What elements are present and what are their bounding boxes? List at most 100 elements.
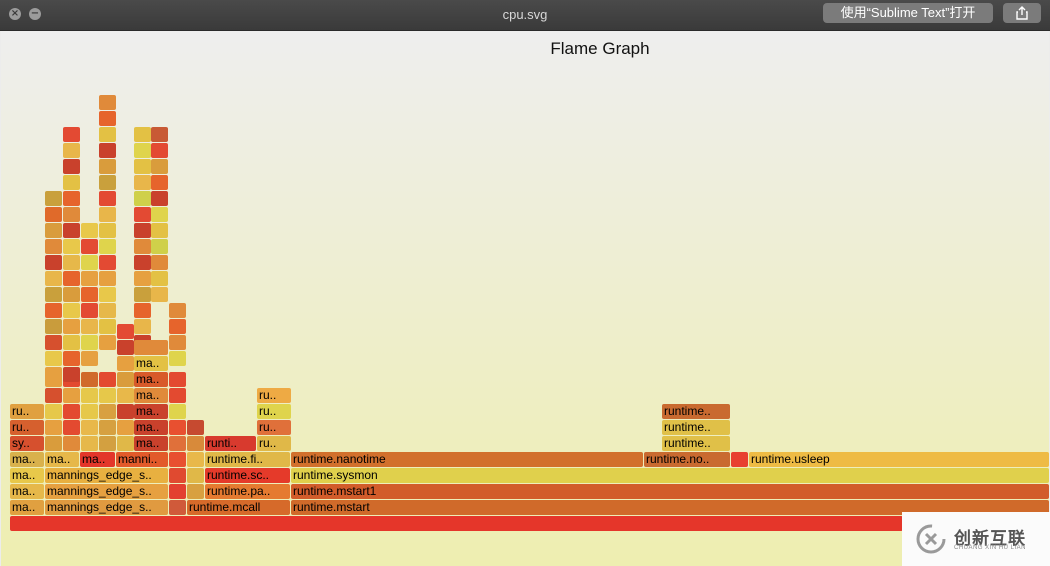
flame-frame-small[interactable] xyxy=(45,367,62,382)
flame-frame-small[interactable] xyxy=(169,484,186,499)
flame-frame-small[interactable] xyxy=(151,239,168,254)
flame-frame[interactable]: runtime.pa.. xyxy=(205,484,290,499)
flame-frame-small[interactable] xyxy=(134,319,151,334)
flame-frame[interactable]: runtime.. xyxy=(662,436,730,451)
flame-frame[interactable]: runtime.fi.. xyxy=(205,452,290,467)
flame-frame-small[interactable] xyxy=(81,420,98,435)
flame-frame-small[interactable] xyxy=(63,159,80,174)
flame-frame[interactable]: runtime.nanotime xyxy=(291,452,643,467)
flame-frame-small[interactable] xyxy=(63,351,80,366)
flame-frame-small[interactable] xyxy=(134,255,151,270)
flame-frame[interactable]: runtime.mstart1 xyxy=(291,484,1049,499)
flame-frame-small[interactable] xyxy=(99,319,116,334)
flame-frame-small[interactable] xyxy=(134,223,151,238)
flame-frame-small[interactable] xyxy=(134,287,151,302)
flame-frame[interactable]: ma.. xyxy=(10,452,44,467)
flame-frame-small[interactable] xyxy=(99,420,116,435)
flame-frame[interactable]: ma.. xyxy=(10,500,44,515)
flame-frame-small[interactable] xyxy=(81,239,98,254)
flame-frame-small[interactable] xyxy=(117,404,134,419)
flame-frame-small[interactable] xyxy=(63,420,80,435)
flame-frame[interactable]: ma.. xyxy=(134,356,168,371)
flame-frame-small[interactable] xyxy=(63,388,80,403)
flame-frame[interactable]: runtime.. xyxy=(662,404,730,419)
flame-frame-small[interactable] xyxy=(99,95,116,110)
flame-frame-small[interactable] xyxy=(99,388,116,403)
flame-frame-small[interactable] xyxy=(99,271,116,286)
flame-frame[interactable]: ru.. xyxy=(257,436,291,451)
flame-frame[interactable]: runtime.usleep xyxy=(749,452,1049,467)
flame-frame[interactable]: runtime.sc.. xyxy=(205,468,290,483)
flame-frame-small[interactable] xyxy=(45,404,62,419)
flame-frame-small[interactable] xyxy=(99,111,116,126)
flame-frame-small[interactable] xyxy=(169,452,186,467)
flame-frame-small[interactable] xyxy=(151,271,168,286)
flame-frame-small[interactable] xyxy=(169,404,186,419)
flame-frame-small[interactable] xyxy=(81,436,98,451)
flame-frame-small[interactable] xyxy=(99,404,116,419)
flame-frame-small[interactable] xyxy=(169,436,186,451)
flame-frame-small[interactable] xyxy=(63,404,80,419)
flame-frame-small[interactable] xyxy=(117,340,134,355)
flame-frame-small[interactable] xyxy=(134,207,151,222)
flame-frame-small[interactable] xyxy=(187,468,204,483)
flame-frame-small[interactable] xyxy=(81,255,98,270)
flame-frame-small[interactable] xyxy=(169,351,186,366)
flame-frame-small[interactable] xyxy=(45,271,62,286)
flame-frame-small[interactable] xyxy=(99,191,116,206)
flame-frame-small[interactable] xyxy=(81,388,98,403)
flame-frame-small[interactable] xyxy=(81,319,98,334)
flame-frame-small[interactable] xyxy=(63,255,80,270)
flame-frame[interactable]: manni.. xyxy=(116,452,168,467)
flame-frame-small[interactable] xyxy=(81,335,98,350)
flame-frame[interactable]: mannings_edge_s.. xyxy=(45,484,168,499)
flame-frame-small[interactable] xyxy=(45,436,62,451)
flame-frame-small[interactable] xyxy=(63,143,80,158)
flame-frame-small[interactable] xyxy=(151,191,168,206)
flame-frame-small[interactable] xyxy=(99,207,116,222)
flame-frame-small[interactable] xyxy=(169,500,186,515)
flame-frame-small[interactable] xyxy=(45,255,62,270)
open-with-button[interactable]: 使用“Sublime Text”打开 xyxy=(823,3,993,23)
flame-frame[interactable]: ma.. xyxy=(10,484,44,499)
flame-frame-small[interactable] xyxy=(731,452,748,467)
flame-frame[interactable]: runti.. xyxy=(205,436,256,451)
flame-frame-small[interactable] xyxy=(151,255,168,270)
flame-frame-small[interactable] xyxy=(63,319,80,334)
flame-frame-small[interactable] xyxy=(99,223,116,238)
flame-frame[interactable]: runtime.mstart xyxy=(291,500,1049,515)
share-button[interactable] xyxy=(1003,3,1041,23)
flame-frame-small[interactable] xyxy=(99,159,116,174)
flame-frame-small[interactable] xyxy=(81,372,98,387)
flame-frame-small[interactable] xyxy=(134,127,151,142)
flame-frame[interactable]: ma.. xyxy=(134,388,168,403)
flame-frame-small[interactable] xyxy=(63,367,80,382)
flame-frame-small[interactable] xyxy=(169,335,186,350)
flame-frame-small[interactable] xyxy=(63,335,80,350)
flame-frame-small[interactable] xyxy=(45,303,62,318)
flame-frame-small[interactable] xyxy=(117,356,134,371)
flame-frame-small[interactable] xyxy=(45,239,62,254)
flame-frame[interactable]: ma.. xyxy=(80,452,115,467)
flame-frame-small[interactable] xyxy=(63,239,80,254)
flame-frame-small[interactable] xyxy=(169,420,186,435)
flame-frame-small[interactable] xyxy=(99,175,116,190)
close-icon[interactable]: × xyxy=(9,8,21,20)
flame-frame-small[interactable] xyxy=(99,143,116,158)
flame-frame-small[interactable] xyxy=(151,159,168,174)
flame-frame-small[interactable] xyxy=(169,372,186,387)
flame-frame-small[interactable] xyxy=(169,319,186,334)
flame-frame[interactable]: ma.. xyxy=(134,404,168,419)
flame-frame-small[interactable] xyxy=(63,223,80,238)
flame-frame-small[interactable] xyxy=(45,335,62,350)
flame-frame-small[interactable] xyxy=(81,351,98,366)
flame-frame-small[interactable] xyxy=(151,127,168,142)
flame-frame-small[interactable] xyxy=(45,287,62,302)
flame-frame-small[interactable] xyxy=(45,351,62,366)
flame-frame-small[interactable] xyxy=(99,436,116,451)
flame-frame[interactable]: ma.. xyxy=(134,372,168,387)
flame-frame[interactable]: ru.. xyxy=(257,404,291,419)
flame-frame-small[interactable] xyxy=(99,287,116,302)
flame-frame-small[interactable] xyxy=(63,191,80,206)
flame-frame-small[interactable] xyxy=(45,420,62,435)
